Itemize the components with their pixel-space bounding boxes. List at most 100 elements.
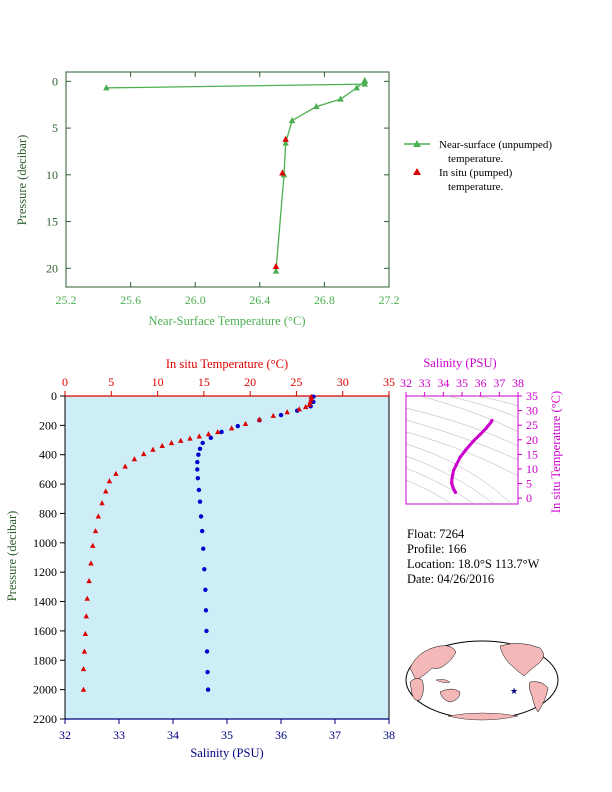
float-info: Float: 7264 Profile: 166 Location: 18.0°…	[407, 527, 540, 586]
temperature-point	[150, 446, 156, 452]
ts-y-tick-label: 30	[526, 404, 538, 418]
salinity-point	[203, 608, 209, 613]
map-land-australia	[439, 688, 461, 703]
salinity-tick-label: 35	[221, 728, 233, 742]
ts-point	[471, 439, 475, 443]
salinity-point	[235, 423, 240, 429]
salinity-point	[203, 587, 208, 592]
legend-insitu-label-2: temperature.	[448, 181, 504, 193]
temperature-point	[302, 404, 309, 410]
ts-x-tick-label: 35	[456, 376, 468, 390]
info-float: Float: 7264	[407, 527, 465, 541]
top-y-tick-label: 10	[46, 168, 58, 182]
salinity-tick-label: 34	[167, 728, 179, 742]
ts-point	[451, 473, 455, 477]
pressure-tick-label: 1800	[33, 653, 57, 667]
ts-y-tick-label: 25	[526, 418, 538, 432]
map-land-asia	[409, 645, 457, 681]
near-surface-point	[282, 139, 289, 146]
top-y-tick-label: 5	[52, 121, 58, 135]
temperature-axis-ticks: 0 5 10 15 20 25 30 35	[62, 375, 395, 396]
ts-point	[464, 448, 468, 452]
temperature-point	[84, 595, 90, 601]
top-x-tick-label: 26.0	[185, 293, 206, 307]
legend-near-surface-label-2: temperature.	[448, 153, 504, 165]
near-surface-point	[337, 95, 344, 102]
top-x-axis-ticks: 25.2 25.6 26.0 26.4 26.8 27.2	[56, 72, 400, 307]
near-surface-point	[353, 84, 360, 91]
salinity-point	[204, 649, 210, 654]
temperature-point	[242, 420, 249, 426]
salinity-tick-label: 38	[383, 728, 395, 742]
top-x-tick-label: 26.8	[314, 293, 335, 307]
map-land-africa	[409, 678, 424, 701]
top-x-tick-label: 27.2	[379, 293, 400, 307]
insitu-point	[279, 169, 286, 176]
temperature-point	[178, 437, 184, 443]
pressure-tick-label: 1400	[33, 595, 57, 609]
temperature-point	[80, 686, 87, 692]
ts-x-tick-label: 38	[512, 376, 524, 390]
salinity-point	[195, 476, 201, 481]
map-land-south-america	[529, 681, 549, 713]
near-surface-point	[103, 84, 110, 91]
temperature-point	[270, 412, 276, 418]
temperature-point	[92, 528, 99, 534]
ts-point	[454, 462, 458, 467]
map-land-antarctica	[447, 712, 519, 721]
temperature-point	[306, 401, 313, 407]
temperature-point	[80, 666, 87, 672]
temperature-point	[159, 442, 165, 449]
ts-y-tick-label: 35	[526, 389, 538, 403]
temperature-tick-label: 5	[108, 375, 114, 389]
ts-y-tick-label: 15	[526, 447, 538, 461]
temperature-point	[99, 500, 105, 506]
top-plot-frame	[65, 71, 390, 288]
temperature-point	[196, 433, 202, 439]
ts-point	[452, 468, 456, 473]
temperature-point	[140, 450, 147, 457]
info-date: Date: 04/26/2016	[407, 572, 494, 586]
salinity-tick-label: 33	[113, 728, 125, 742]
pressure-tick-label: 0	[51, 389, 57, 403]
top-y-axis-ticks: 0 5 10 15 20	[46, 74, 389, 275]
temperature-point	[86, 577, 92, 584]
top-x-tick-label: 25.2	[56, 293, 77, 307]
ts-x-tick-label: 34	[437, 376, 449, 390]
salinity-point	[201, 546, 206, 551]
temperature-point	[83, 613, 89, 619]
temperature-point	[296, 406, 302, 412]
legend-near-surface-label-1: Near-surface (unpumped)	[439, 139, 552, 151]
salinity-point	[204, 628, 209, 634]
salinity-point	[195, 459, 200, 465]
temperature-axis-label: In situ Temperature (°C)	[166, 357, 288, 371]
top-x-axis-label: Near-Surface Temperature (°C)	[148, 314, 305, 328]
temperature-point	[88, 560, 94, 566]
temperature-point	[95, 513, 102, 519]
temperature-point	[106, 478, 113, 484]
salinity-tick-label: 37	[329, 728, 341, 742]
ts-x-tick-label: 36	[475, 376, 487, 390]
ts-point	[484, 426, 488, 430]
salinity-point	[197, 499, 203, 504]
salinity-point	[200, 440, 205, 446]
temperature-tick-label: 25	[290, 375, 302, 389]
salinity-axis-label: Salinity (PSU)	[190, 746, 263, 760]
ts-x-axis-label: Salinity (PSU)	[423, 356, 496, 370]
ts-y-axis-label: In situ Temperature (°C)	[549, 391, 563, 513]
salinity-point	[205, 669, 210, 675]
temperature-point	[90, 542, 96, 548]
salinity-point	[196, 487, 202, 493]
legend: Near-surface (unpumped) temperature. In …	[404, 139, 552, 193]
ts-y-tick-label: 5	[526, 477, 532, 491]
top-y-tick-label: 20	[46, 261, 58, 275]
salinity-point	[199, 528, 205, 534]
ts-point	[479, 432, 483, 436]
legend-near-surface-marker	[413, 140, 421, 147]
salinity-point	[196, 452, 201, 457]
ts-y-tick-label: 10	[526, 462, 538, 476]
insitu-point	[282, 135, 289, 142]
